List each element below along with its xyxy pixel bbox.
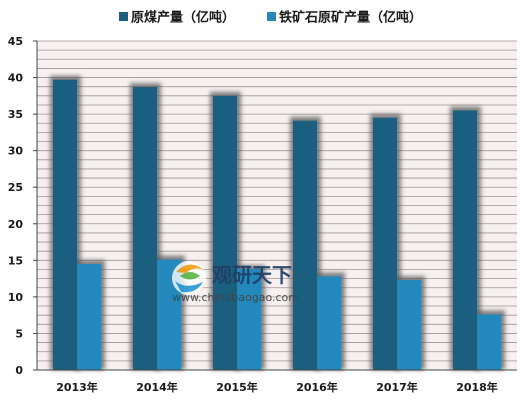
chart-legend: 原煤产量（亿吨） 铁矿石原矿产量（亿吨） (119, 10, 422, 26)
watermark-url: www.chinabaogao.com (172, 291, 299, 304)
legend-swatch-series-2 (267, 12, 276, 21)
bar-series-2 (237, 269, 261, 370)
y-tick-label: 25 (8, 181, 23, 194)
legend-label-series-1: 原煤产量（亿吨） (131, 10, 235, 26)
bar-series-2 (317, 276, 341, 370)
bar-series-1 (133, 87, 157, 370)
y-tick-label: 40 (8, 72, 24, 85)
bar-series-1 (373, 117, 397, 371)
y-tick-label: 45 (8, 35, 23, 48)
legend-item-series-2: 铁矿石原矿产量（亿吨） (267, 10, 422, 26)
y-tick-label: 20 (8, 218, 24, 231)
x-tick-label: 2017年 (376, 380, 418, 394)
legend-swatch-series-1 (119, 12, 128, 21)
bar-series-1 (213, 95, 237, 370)
axes (36, 41, 517, 371)
x-tick-label: 2014年 (136, 380, 178, 394)
x-tick-label: 2015年 (216, 380, 258, 394)
bars (53, 79, 501, 371)
x-tick-label: 2016年 (296, 380, 338, 394)
watermark: 观研天下 www.chinabaogao.com (172, 261, 299, 304)
bar-series-1 (53, 79, 77, 370)
gridlines (37, 40, 517, 362)
bar-series-2 (397, 280, 421, 370)
y-tick-label: 0 (15, 364, 23, 377)
bar-series-2 (477, 314, 501, 370)
y-tick-label: 30 (8, 145, 24, 158)
y-axis-tick-labels: 0 5 10 15 20 25 30 35 40 45 (8, 35, 37, 377)
legend-item-series-1: 原煤产量（亿吨） (119, 10, 235, 26)
x-tick-label: 2018年 (456, 380, 498, 394)
bar-series-1 (453, 110, 477, 370)
logo-swirl-icon (172, 261, 206, 295)
y-tick-label: 10 (8, 291, 24, 304)
bar-series-2 (77, 263, 101, 370)
y-tick-label: 15 (8, 254, 23, 267)
x-axis-tick-labels: 2013年 2014年 2015年 2016年 2017年 2018年 (56, 380, 498, 394)
y-tick-label: 35 (8, 108, 23, 121)
watermark-title: 观研天下 (212, 263, 292, 287)
y-tick-label: 5 (15, 327, 23, 340)
bar-series-1 (293, 120, 317, 371)
legend-label-series-2: 铁矿石原矿产量（亿吨） (278, 10, 422, 26)
x-tick-label: 2013年 (56, 380, 98, 394)
